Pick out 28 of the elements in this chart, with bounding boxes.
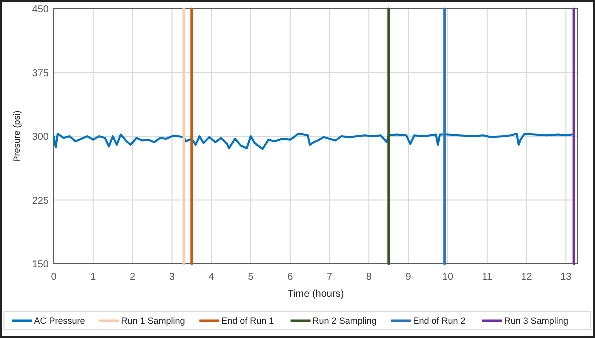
x-tick-label: 5 <box>248 272 254 283</box>
line-series <box>53 132 574 150</box>
y-axis-title: Presure (psi) <box>12 110 22 162</box>
y-tick-label: 150 <box>32 260 50 270</box>
legend-label: Run 2 Sampling <box>312 316 377 326</box>
y-tick-label: 225 <box>32 196 50 207</box>
x-tick-label: 13 <box>560 272 572 283</box>
x-tick-label: 8 <box>366 272 372 283</box>
legend-label: Run 1 Sampling <box>121 316 186 326</box>
x-tick-label: 11 <box>482 272 494 283</box>
y-tick-label: 375 <box>32 68 50 80</box>
legend-label: Run 3 Sampling <box>504 316 568 326</box>
y-tick-label: 300 <box>32 132 50 143</box>
x-tick-label: 1 <box>90 272 97 283</box>
x-tick-label: 0 <box>51 272 58 283</box>
legend-label: End of Run 2 <box>413 316 466 326</box>
legend-label: End of Run 1 <box>222 316 274 326</box>
x-axis-title: Time (hours) <box>288 289 344 300</box>
legend-label: AC Pressure <box>34 316 86 326</box>
x-tick-label: 3 <box>169 272 176 283</box>
x-tick-label: 2 <box>130 272 136 283</box>
x-tick-label: 9 <box>406 272 412 283</box>
x-tick-label: 6 <box>288 272 294 283</box>
x-tick-label: 10 <box>442 272 454 283</box>
x-tick-label: 12 <box>521 272 533 283</box>
x-tick-label: 4 <box>208 272 215 283</box>
y-tick-label: 450 <box>32 4 50 16</box>
x-tick-label: 7 <box>327 272 334 283</box>
